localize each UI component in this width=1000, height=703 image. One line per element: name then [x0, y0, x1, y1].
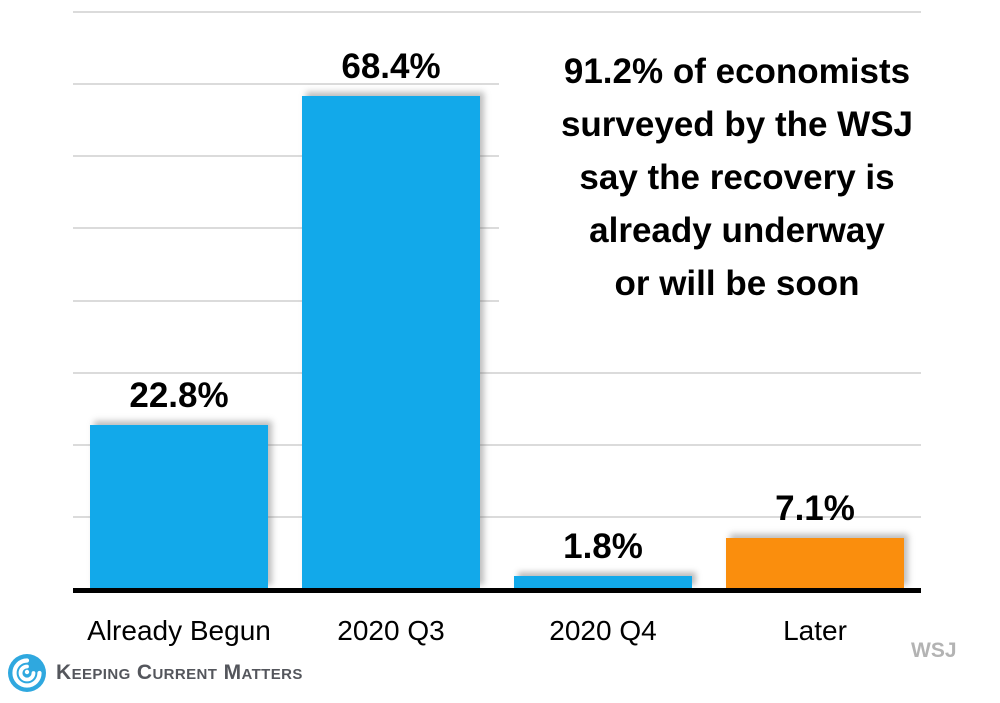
gridline — [73, 372, 921, 374]
bar-2020-q4 — [514, 576, 692, 589]
annotation-line: say the recovery is — [579, 158, 895, 197]
bar-value-label: 7.1% — [775, 489, 855, 528]
annotation-text: 91.2% of economists surveyed by the WSJ … — [499, 45, 975, 310]
gridline — [73, 155, 921, 157]
bar-value-label: 1.8% — [563, 527, 643, 566]
kcm-logo-text: Keeping Current Matters — [56, 661, 303, 684]
gridline — [73, 300, 921, 302]
gridline — [73, 227, 921, 229]
x-axis-label: Later — [783, 615, 847, 646]
x-axis-label: Already Begun — [87, 615, 271, 646]
kcm-logo: Keeping Current Matters — [7, 653, 303, 693]
bar-value-label: 22.8% — [129, 376, 229, 415]
gridline — [73, 444, 921, 446]
x-axis-label: 2020 Q3 — [337, 615, 445, 646]
x-axis-line — [73, 588, 921, 593]
source-attribution: WSJ — [911, 639, 957, 662]
bar-value-label: 68.4% — [341, 47, 441, 86]
annotation-line: already underway — [589, 211, 885, 250]
gridline — [73, 11, 921, 13]
bar-already-begun — [90, 425, 268, 589]
bar-later — [726, 538, 904, 589]
annotation-line: surveyed by the WSJ — [560, 105, 914, 144]
gridline — [73, 83, 921, 85]
x-axis-label: 2020 Q4 — [549, 615, 657, 646]
gridline — [73, 516, 921, 518]
annotation-line: 91.2% of economists — [563, 52, 911, 91]
swirl-icon — [7, 653, 47, 693]
bar-2020-q3 — [302, 96, 480, 589]
annotation-line: or will be soon — [614, 264, 860, 303]
